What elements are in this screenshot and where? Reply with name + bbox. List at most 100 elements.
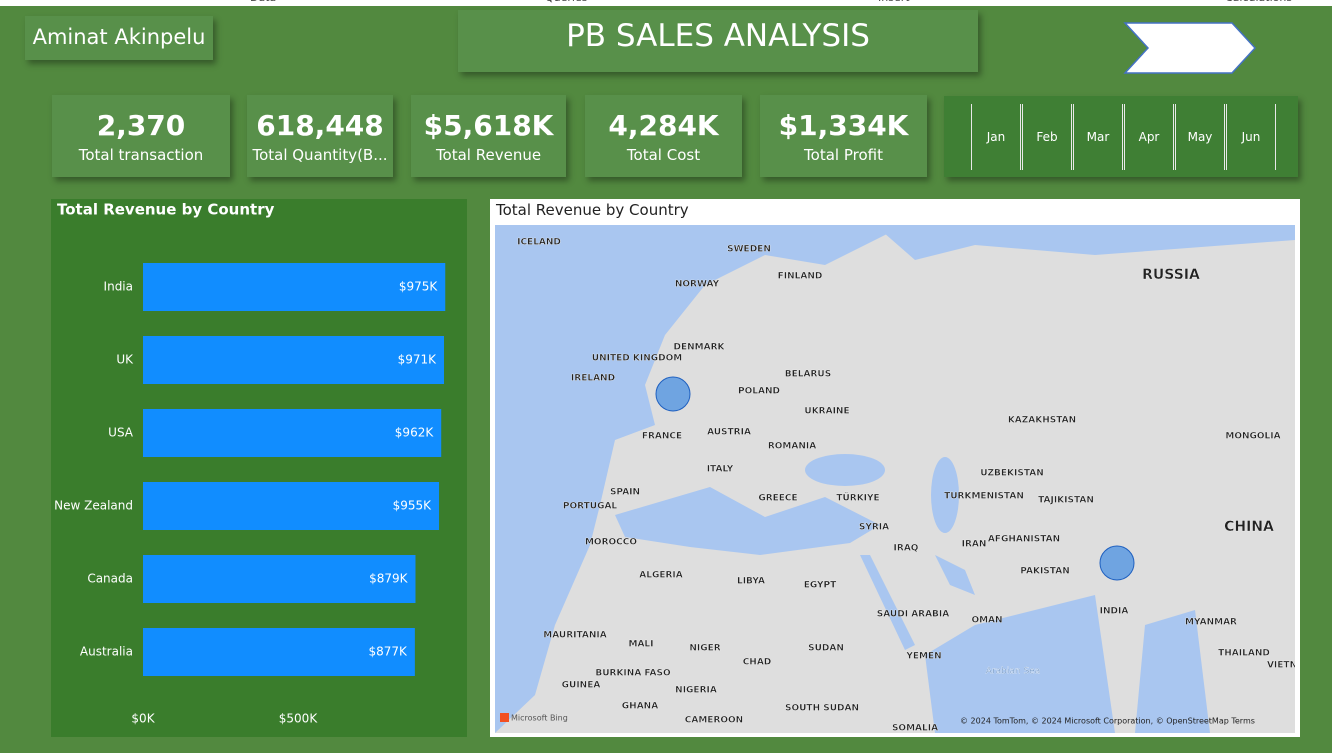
ribbon-tab[interactable]: Queries [545,0,587,4]
map-label: POLAND [738,387,780,397]
map-label: THAILAND [1218,649,1270,659]
map[interactable]: ICELANDSWEDENFINLANDNORWAYRUSSIADENMARKU… [495,225,1295,733]
kpi-label: Total transaction [78,146,204,164]
bar-chart: Total Revenue by Country $0K $500K India $9… [54,201,446,726]
nav-arrow[interactable] [1120,20,1260,76]
value-label: $962K [395,426,435,440]
map-label: AFGHANISTAN [988,535,1060,545]
map-label: UKRAINE [804,407,849,417]
kpi-value: $1,334K [778,109,909,142]
map-label: SYRIA [859,523,889,533]
map-label: SPAIN [610,488,640,498]
map-label: SWEDEN [727,245,771,255]
map-label: DENMARK [674,343,726,353]
month-slicer: Jan Feb Mar Apr May Jun [944,96,1298,177]
y-tick-label: Australia [80,645,133,659]
map-label: ROMANIA [768,442,816,452]
map-label: UZBEKISTAN [980,469,1044,479]
ribbon-tab[interactable]: Calculations [1225,0,1292,4]
kpi-label: Total Revenue [435,146,542,164]
map-title: Total Revenue by Country [496,201,689,219]
map-label: MOROCCO [585,538,637,548]
map-label: IRAN [962,540,987,550]
map-label: AUSTRIA [707,428,751,438]
month-button[interactable]: Jan [971,104,1021,170]
y-tick-label: India [104,280,133,294]
bar [143,482,440,530]
bar [143,409,442,457]
map-label: CAMEROON [685,716,743,726]
map-label: ALGERIA [639,571,683,581]
map-label: PAKISTAN [1020,567,1069,577]
map-label: YEMEN [905,652,941,662]
kpi-value: 2,370 [96,109,186,142]
map-attribution: © 2024 TomTom, © 2024 Microsoft Corporat… [960,717,1255,726]
value-label: $879K [369,572,409,586]
map-label: GREECE [758,494,797,504]
bar [143,336,445,384]
kpi-label: Total Cost [626,146,701,164]
bar-panel: Total Revenue by Country $0K $500K India $9… [51,199,467,737]
ribbon-tab[interactable]: Insert [878,0,910,4]
map-label: IRELAND [571,374,615,384]
kpi-label: Total Profit [804,146,883,164]
month-button[interactable]: Mar [1073,104,1123,170]
map-label: NIGERIA [675,686,717,696]
kpi-value: 618,448 [256,109,384,142]
bar [143,263,446,311]
map-label: INDIA [1100,607,1129,617]
map-label: LIBYA [737,577,765,587]
bar [143,628,415,676]
value-label: $975K [399,280,439,294]
map-label: SOMALIA [892,724,938,734]
x-tick-label: $500K [279,712,319,726]
map-logo: Microsoft Bing [511,714,568,723]
month-button[interactable]: Jun [1226,104,1276,170]
map-label: ITALY [707,465,734,475]
map-bubble [655,376,691,412]
bar [143,555,416,603]
map-label: OMAN [971,616,1002,626]
y-tick-label: USA [108,426,134,440]
title-box: PB SALES ANALYSIS [458,10,978,72]
kpi-card: 2,370 Total transaction [52,95,230,177]
map-label: PORTUGAL [563,502,618,512]
map-label: RUSSIA [1142,267,1200,283]
map-label: UNITED KINGDOM [592,354,682,364]
map-label: SAUDI ARABIA [877,610,950,620]
kpi-card: 618,448 Total Quantity(B... [247,95,393,177]
map-label: FINLAND [778,272,823,282]
kpi-card: $1,334K Total Profit [760,95,927,177]
map-panel: Total Revenue by Country ICELAND SWEDEN FI… [490,199,1300,737]
ribbon: Data Queries Insert Calculations [0,0,1332,6]
x-tick-label: $0K [131,712,155,726]
kpi-label: Total Quantity(B... [252,146,388,164]
map-label: NORWAY [675,280,720,290]
map-label: MALI [628,640,653,650]
map-label: BURKINA FASO [595,669,671,679]
y-tick-label: Canada [87,572,133,586]
author-box: Aminat Akinpelu [25,16,213,60]
kpi-card: 4,284K Total Cost [585,95,742,177]
map-label: NIGER [689,644,720,654]
map-label: SOUTH SUDAN [785,704,859,714]
value-label: $955K [393,499,433,513]
map-label: KAZAKHSTAN [1008,416,1076,426]
map-label: BELARUS [785,370,831,380]
ribbon-tab[interactable]: Data [250,0,276,4]
month-button[interactable]: May [1175,104,1225,170]
y-tick-label: UK [116,353,134,367]
map-label: MYANMAR [1185,618,1237,628]
month-button[interactable]: Apr [1124,104,1174,170]
map-label: MONGOLIA [1225,432,1280,442]
map-label: IRAQ [894,544,919,554]
map-label: Arabian Sea [986,667,1040,677]
chart-title: Total Revenue by Country [57,201,275,219]
map-label: ICELAND [517,238,561,248]
month-button[interactable]: Feb [1022,104,1072,170]
map-label: GHANA [622,702,658,712]
map-label: MAURITANIA [543,631,607,641]
map-label: VIETNAM [1267,661,1295,671]
y-tick-label: New Zealand [54,499,133,513]
kpi-value: $5,618K [423,109,554,142]
